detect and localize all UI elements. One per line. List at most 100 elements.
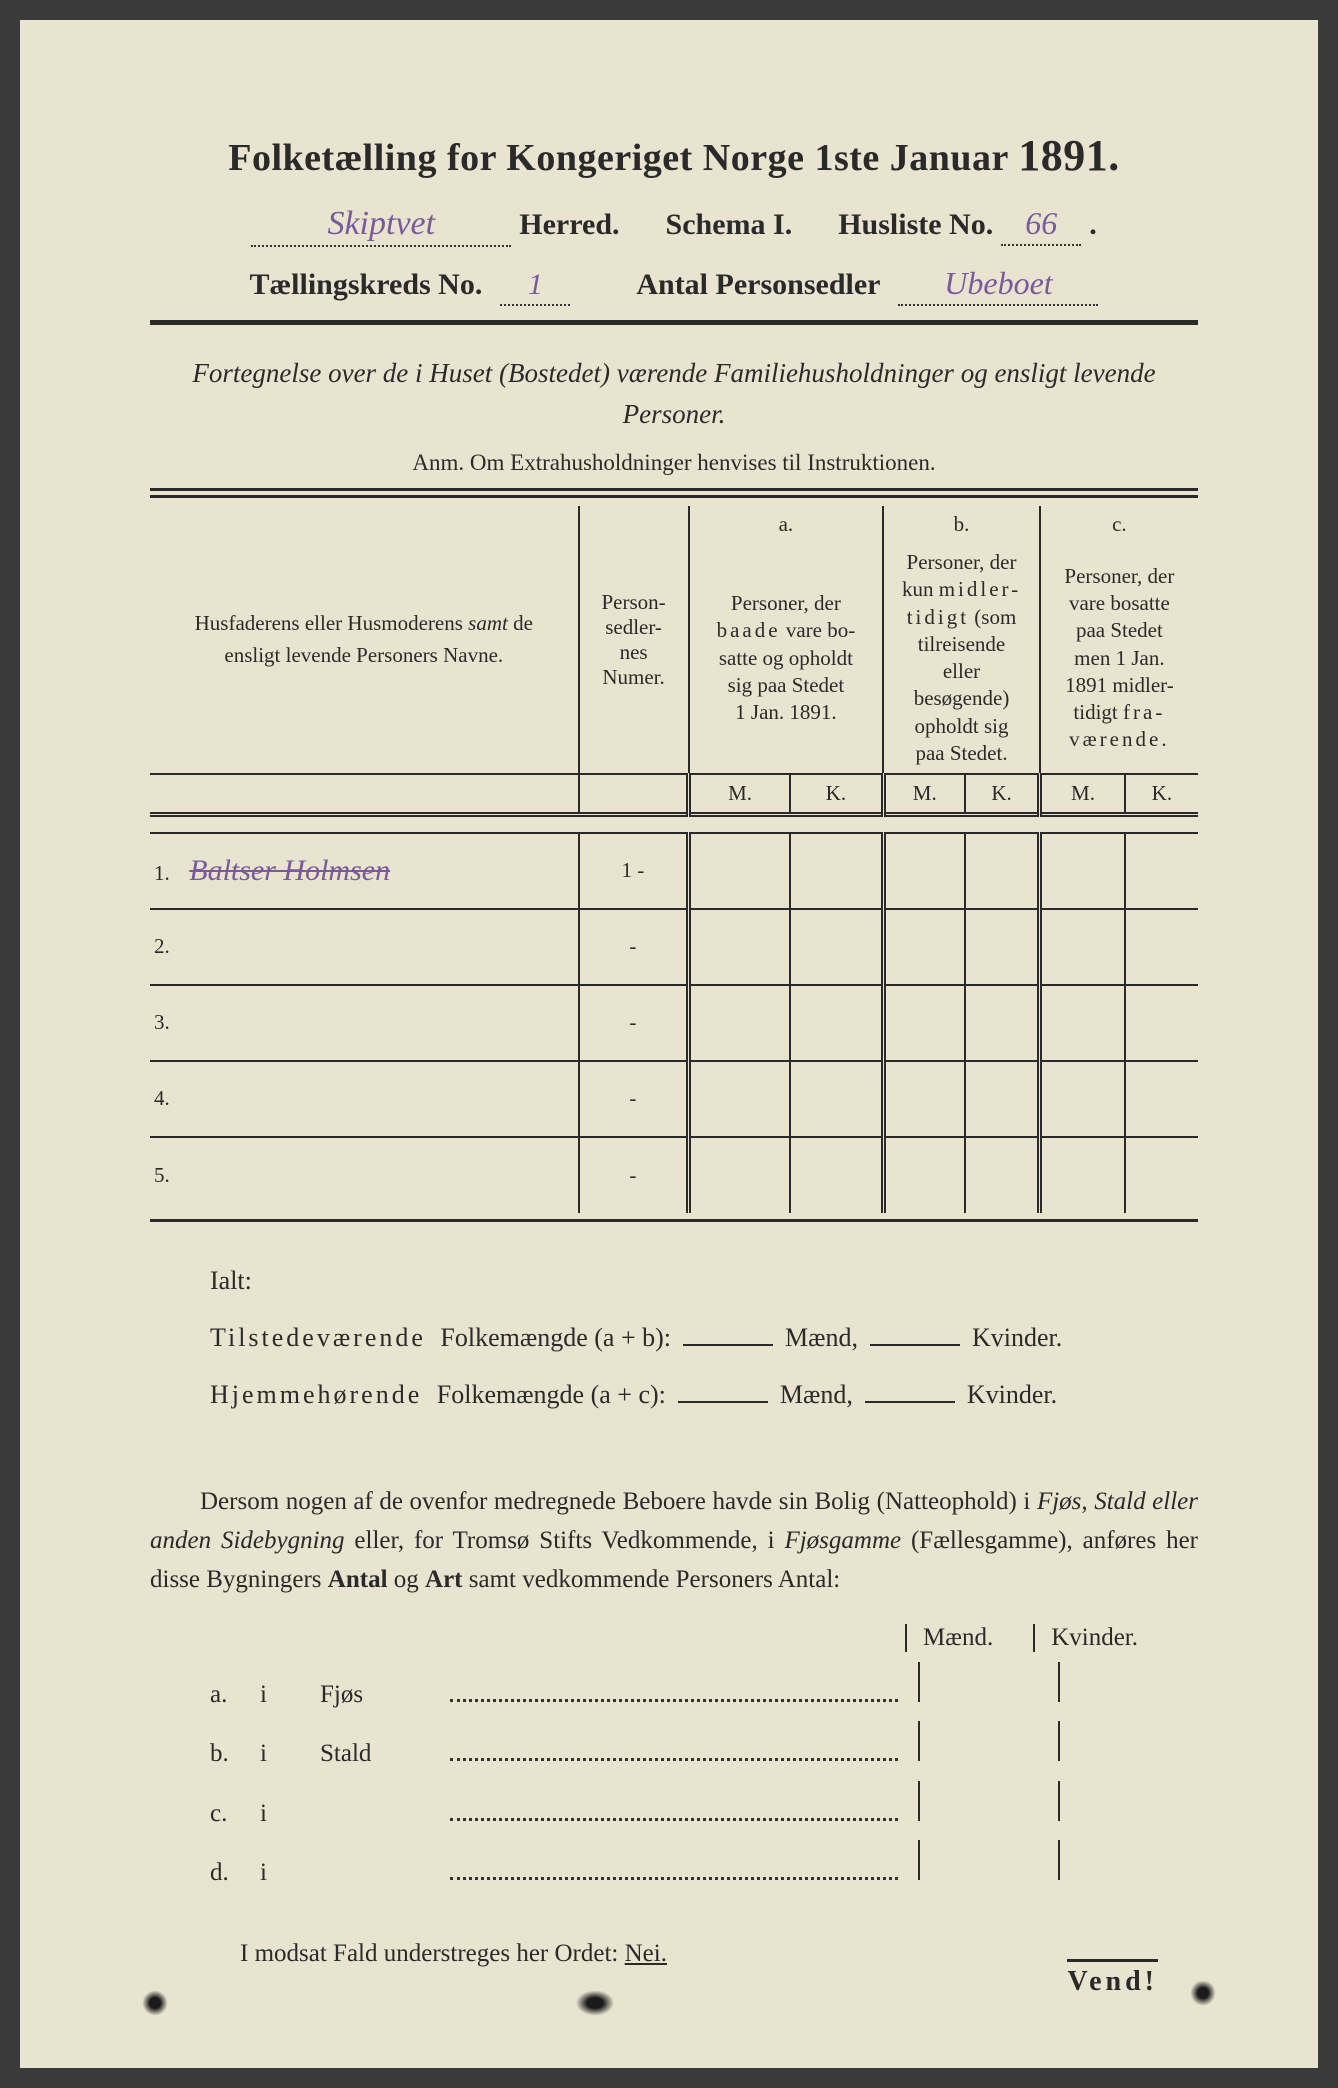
bygning-list: a. i Fjøs b. i Stald c. i d. i bbox=[150, 1662, 1198, 1900]
bygning-row: c. i bbox=[210, 1781, 1198, 1841]
byg-maend-cell bbox=[918, 1662, 1058, 1702]
ialt-line-2: Hjemmehørende Folkemængde (a + c): Mænd,… bbox=[210, 1366, 1198, 1423]
modsat-nei: Nei. bbox=[625, 1940, 667, 1967]
kvinder-label: Kvinder. bbox=[967, 1366, 1057, 1423]
census-form-page: Folketælling for Kongeriget Norge 1ste J… bbox=[20, 20, 1318, 2068]
col-b-desc: Personer, derkun midler-tidigt (somtilre… bbox=[883, 543, 1040, 774]
row-numer: - bbox=[579, 1137, 689, 1213]
byg-i: i bbox=[260, 1728, 320, 1781]
col-a-m: M. bbox=[689, 774, 790, 815]
herred-handwritten: Skiptvet bbox=[251, 205, 511, 247]
col-header-name: Husfaderens eller Husmode­rens samt de e… bbox=[150, 506, 579, 774]
antal-label: Antal Personsedler bbox=[636, 268, 880, 302]
maend-col-label: Mænd. bbox=[905, 1624, 993, 1652]
bygning-row: b. i Stald bbox=[210, 1721, 1198, 1781]
schema-label: Schema I. bbox=[666, 208, 793, 242]
byg-i: i bbox=[260, 1847, 320, 1900]
byg-letter: b. bbox=[210, 1728, 260, 1781]
herred-label: Herred. bbox=[519, 208, 619, 242]
bygning-row: d. i bbox=[210, 1840, 1198, 1900]
table-bottom-rule bbox=[150, 1219, 1198, 1222]
byg-letter: c. bbox=[210, 1788, 260, 1841]
byg-kvinder-cell bbox=[1058, 1840, 1198, 1880]
table-gap-row bbox=[150, 815, 1198, 833]
dotted-line bbox=[450, 1753, 898, 1761]
row-numer: - bbox=[579, 909, 689, 985]
paper-defect bbox=[573, 1988, 618, 2018]
maend-label: Mænd, bbox=[780, 1366, 853, 1423]
ialt-1a: Tilstedeværende bbox=[210, 1309, 426, 1366]
byg-label: Stald bbox=[320, 1728, 450, 1781]
title-text: Folketælling for Kongeriget Norge 1ste J… bbox=[228, 137, 1008, 179]
byg-kvinder-cell bbox=[1058, 1781, 1198, 1821]
table-row: 1. Baltser Holmsen 1 - bbox=[150, 833, 1198, 909]
kvinder-field bbox=[865, 1383, 955, 1403]
husliste-dot: . bbox=[1089, 208, 1097, 242]
byg-letter: d. bbox=[210, 1847, 260, 1900]
kvinder-col-label: Kvinder. bbox=[1033, 1624, 1138, 1652]
row-number: 5. bbox=[154, 1163, 184, 1188]
kreds-label: Tællingskreds No. bbox=[250, 268, 483, 302]
anm-text: Anm. Om Extrahusholdninger henvises til … bbox=[150, 450, 1198, 476]
col-b-k: K. bbox=[965, 774, 1040, 815]
maend-field bbox=[678, 1383, 768, 1403]
row-numer: - bbox=[579, 1061, 689, 1137]
col-a-letter: a. bbox=[689, 506, 884, 543]
paper-defect bbox=[1188, 1978, 1218, 2008]
byg-kvinder-cell bbox=[1058, 1721, 1198, 1761]
kreds-no: 1 bbox=[500, 268, 570, 306]
fortegnelse-text: Fortegnelse over de i Huset (Bostedet) v… bbox=[150, 353, 1198, 434]
row-numer: - bbox=[579, 985, 689, 1061]
row-name-handwritten: Baltser Holmsen bbox=[189, 854, 390, 887]
maend-field bbox=[683, 1326, 773, 1346]
byg-i: i bbox=[260, 1669, 320, 1722]
byg-letter: a. bbox=[210, 1669, 260, 1722]
husliste-label: Husliste No. bbox=[838, 208, 993, 242]
row-numer: 1 - bbox=[579, 833, 689, 909]
bygning-row: a. i Fjøs bbox=[210, 1662, 1198, 1722]
table-row: 3. - bbox=[150, 985, 1198, 1061]
table-row: 2. - bbox=[150, 909, 1198, 985]
col-c-m: M. bbox=[1040, 774, 1125, 815]
byg-maend-cell bbox=[918, 1721, 1058, 1761]
header-line-3: Tællingskreds No. 1 Antal Personsedler U… bbox=[150, 265, 1198, 306]
col-b-m: M. bbox=[883, 774, 965, 815]
antal-handwritten: Ubeboet bbox=[898, 265, 1098, 306]
dersom-paragraph: Dersom nogen af de ovenfor medregnede Be… bbox=[150, 1483, 1198, 1599]
col-c-k: K. bbox=[1125, 774, 1198, 815]
col-c-desc: Personer, dervare bosattepaa Stedetmen 1… bbox=[1040, 543, 1198, 774]
mk-column-header: Mænd. Kvinder. bbox=[150, 1624, 1138, 1652]
dotted-line bbox=[450, 1872, 898, 1880]
byg-i: i bbox=[260, 1788, 320, 1841]
table-header-letters: Husfaderens eller Husmode­rens samt de e… bbox=[150, 506, 1198, 543]
modsat-line: I modsat Fald understreges her Ordet: Ne… bbox=[150, 1940, 1198, 1968]
dotted-line bbox=[450, 1813, 898, 1821]
byg-label: Fjøs bbox=[320, 1669, 450, 1722]
ialt-section: Ialt: Tilstedeværende Folkemængde (a + b… bbox=[150, 1252, 1198, 1424]
husliste-no: 66 bbox=[1001, 205, 1081, 246]
row-number: 3. bbox=[154, 1010, 184, 1035]
divider-double-top bbox=[150, 488, 1198, 498]
table-row: 5. - bbox=[150, 1137, 1198, 1213]
row-number: 4. bbox=[154, 1086, 184, 1111]
ialt-line-1: Tilstedeværende Folkemængde (a + b): Mæn… bbox=[210, 1309, 1198, 1366]
byg-maend-cell bbox=[918, 1840, 1058, 1880]
divider-thick bbox=[150, 320, 1198, 325]
vend-label: Vend! bbox=[1067, 1959, 1158, 1998]
maend-label: Mænd, bbox=[785, 1309, 858, 1366]
header-line-2: Skiptvet Herred. Schema I. Husliste No. … bbox=[150, 205, 1198, 247]
paper-defect bbox=[140, 1988, 170, 2018]
col-a-k: K. bbox=[790, 774, 883, 815]
col-a-desc: Personer, der baade vare bo-satte og oph… bbox=[689, 543, 884, 774]
ialt-1b: Folkemængde (a + b): bbox=[440, 1309, 671, 1366]
col-b-letter: b. bbox=[883, 506, 1040, 543]
byg-maend-cell bbox=[918, 1781, 1058, 1821]
col-header-numer: Person-sedler-nesNumer. bbox=[579, 506, 689, 774]
ialt-2a: Hjemmehørende bbox=[210, 1366, 422, 1423]
col-c-letter: c. bbox=[1040, 506, 1198, 543]
ialt-label: Ialt: bbox=[210, 1252, 300, 1309]
table-row: 4. - bbox=[150, 1061, 1198, 1137]
modsat-pre: I modsat Fald understreges her Ordet: bbox=[240, 1940, 625, 1967]
row-number: 2. bbox=[154, 934, 184, 959]
table-header-mk: M. K. M. K. M. K. bbox=[150, 774, 1198, 815]
